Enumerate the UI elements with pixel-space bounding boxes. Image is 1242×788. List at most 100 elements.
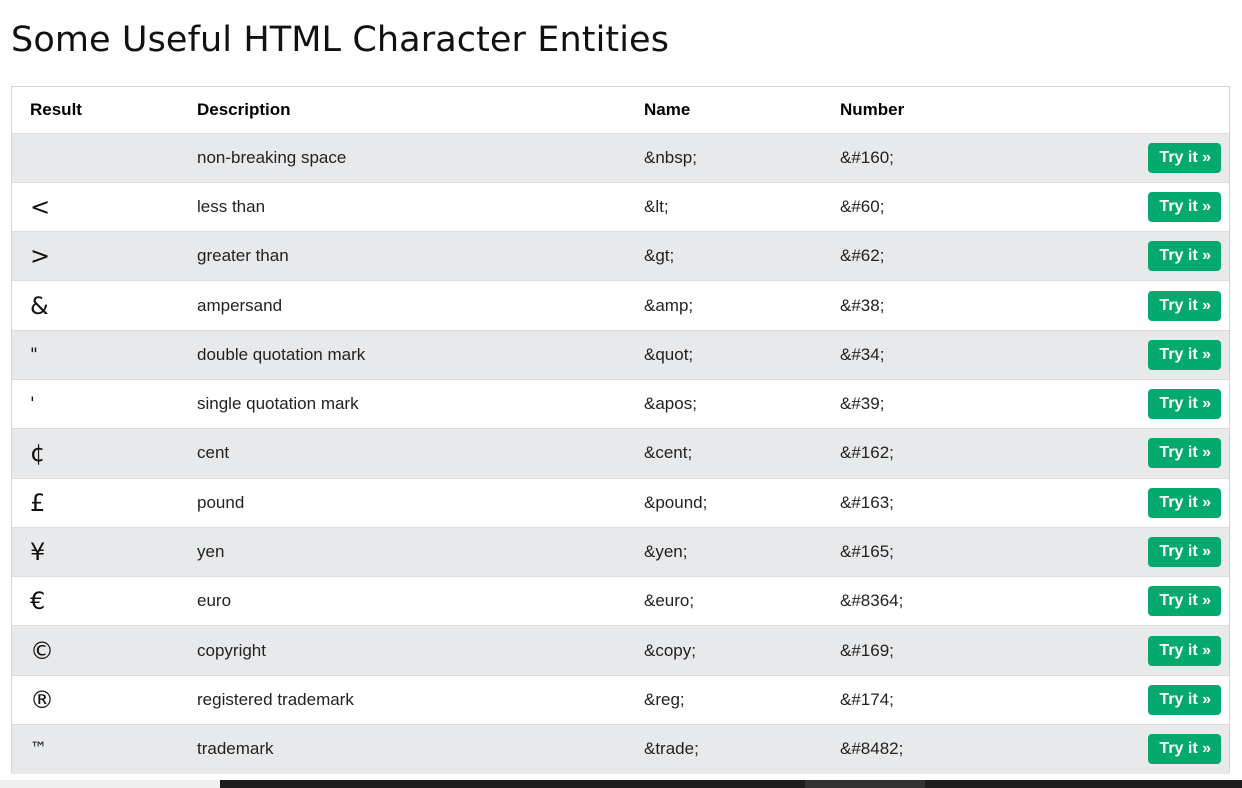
try-it-button[interactable]: Try it » [1148, 537, 1221, 568]
table-row: £ pound &pound; &#163; Try it » [12, 478, 1229, 528]
result-cell: > [30, 242, 51, 271]
table-row: € euro &euro; &#8364; Try it » [12, 576, 1229, 626]
name-cell: &reg; [644, 689, 685, 709]
try-it-button[interactable]: Try it » [1148, 241, 1221, 272]
result-cell: ' [30, 394, 35, 415]
action-cell: Try it » [1022, 675, 1229, 724]
description-cell: greater than [197, 246, 289, 266]
description-cell: yen [197, 542, 225, 562]
number-cell: &#8364; [840, 591, 904, 611]
taskbar-dark-area [220, 780, 1242, 788]
description-cell: single quotation mark [197, 394, 359, 414]
header-number: Number [840, 99, 905, 119]
result-cell: ® [30, 685, 54, 714]
number-cell: &#8482; [840, 739, 904, 759]
name-cell: &lt; [644, 196, 669, 216]
action-cell: Try it » [1022, 182, 1229, 231]
number-cell: &#174; [840, 689, 894, 709]
action-cell: Try it » [1022, 577, 1229, 626]
try-it-button[interactable]: Try it » [1148, 586, 1221, 617]
description-cell: less than [197, 196, 266, 216]
description-cell: cent [197, 443, 230, 463]
action-cell: Try it » [1022, 281, 1229, 330]
table-body: non-breaking space &nbsp; &#160; Try it … [12, 133, 1229, 774]
number-cell: &#163; [840, 492, 894, 512]
number-cell: &#38; [840, 295, 885, 315]
name-cell: &nbsp; [644, 147, 697, 167]
action-cell: Try it » [1022, 133, 1229, 182]
table-row: " double quotation mark &quot; &#34; Try… [12, 330, 1229, 380]
entities-table: Result Description Name Number non-break… [12, 87, 1229, 774]
try-it-button[interactable]: Try it » [1148, 734, 1221, 765]
table-row: ™ trademark &trade; &#8482; Try it » [12, 724, 1229, 774]
table-row: ' single quotation mark &apos; &#39; Try… [12, 379, 1229, 429]
header-action [1022, 87, 1229, 133]
try-it-button[interactable]: Try it » [1148, 191, 1221, 222]
result-cell [12, 133, 179, 182]
number-cell: &#160; [840, 147, 894, 167]
name-cell: &gt; [644, 246, 675, 266]
name-cell: &quot; [644, 344, 694, 364]
try-it-button[interactable]: Try it » [1148, 290, 1221, 321]
number-cell: &#165; [840, 542, 894, 562]
description-cell: euro [197, 591, 232, 611]
try-it-button[interactable]: Try it » [1148, 339, 1221, 370]
result-cell: & [30, 291, 49, 320]
try-it-button[interactable]: Try it » [1148, 684, 1221, 715]
description-cell: trademark [197, 739, 274, 759]
header-result: Result [30, 99, 82, 119]
action-cell: Try it » [1022, 232, 1229, 281]
try-it-button[interactable]: Try it » [1148, 142, 1221, 173]
table-row: < less than &lt; &#60; Try it » [12, 182, 1229, 232]
result-cell: < [30, 192, 51, 221]
entities-table-container: Result Description Name Number non-break… [11, 86, 1230, 774]
number-cell: &#39; [840, 394, 885, 414]
name-cell: &cent; [644, 443, 693, 463]
result-cell: ¢ [30, 439, 46, 468]
action-cell: Try it » [1022, 626, 1229, 675]
name-cell: &yen; [644, 542, 688, 562]
taskbar-active-item [805, 780, 925, 788]
try-it-button[interactable]: Try it » [1148, 438, 1221, 469]
description-cell: double quotation mark [197, 344, 366, 364]
table-row: ¥ yen &yen; &#165; Try it » [12, 527, 1229, 577]
table-row: ® registered trademark &reg; &#174; Try … [12, 675, 1229, 725]
result-cell: " [30, 344, 38, 365]
number-cell: &#169; [840, 640, 894, 660]
result-cell: € [30, 587, 46, 616]
name-cell: &copy; [644, 640, 696, 660]
action-cell: Try it » [1022, 725, 1229, 774]
result-cell: © [30, 636, 54, 665]
name-cell: &amp; [644, 295, 694, 315]
table-row: non-breaking space &nbsp; &#160; Try it … [12, 133, 1229, 183]
description-cell: pound [197, 492, 245, 512]
action-cell: Try it » [1022, 330, 1229, 379]
description-cell: non-breaking space [197, 147, 347, 167]
name-cell: &apos; [644, 394, 697, 414]
name-cell: &trade; [644, 739, 699, 759]
description-cell: copyright [197, 640, 266, 660]
header-name: Name [644, 99, 691, 119]
table-row: > greater than &gt; &#62; Try it » [12, 231, 1229, 281]
try-it-button[interactable]: Try it » [1148, 389, 1221, 420]
action-cell: Try it » [1022, 478, 1229, 527]
try-it-button[interactable]: Try it » [1148, 487, 1221, 518]
result-cell: ™ [30, 739, 47, 760]
number-cell: &#60; [840, 196, 885, 216]
description-cell: registered trademark [197, 689, 354, 709]
header-description: Description [197, 99, 291, 119]
action-cell: Try it » [1022, 429, 1229, 478]
result-cell: £ [30, 488, 46, 517]
page-title: Some Useful HTML Character Entities [11, 20, 670, 60]
action-cell: Try it » [1022, 379, 1229, 428]
table-row: © copyright &copy; &#169; Try it » [12, 625, 1229, 676]
number-cell: &#34; [840, 344, 885, 364]
table-header-row: Result Description Name Number [12, 87, 1229, 133]
name-cell: &pound; [644, 492, 708, 512]
number-cell: &#62; [840, 246, 885, 266]
number-cell: &#162; [840, 443, 894, 463]
result-cell: ¥ [30, 538, 46, 567]
taskbar-strip [0, 780, 1242, 788]
try-it-button[interactable]: Try it » [1148, 635, 1221, 666]
table-row: & ampersand &amp; &#38; Try it » [12, 280, 1229, 331]
